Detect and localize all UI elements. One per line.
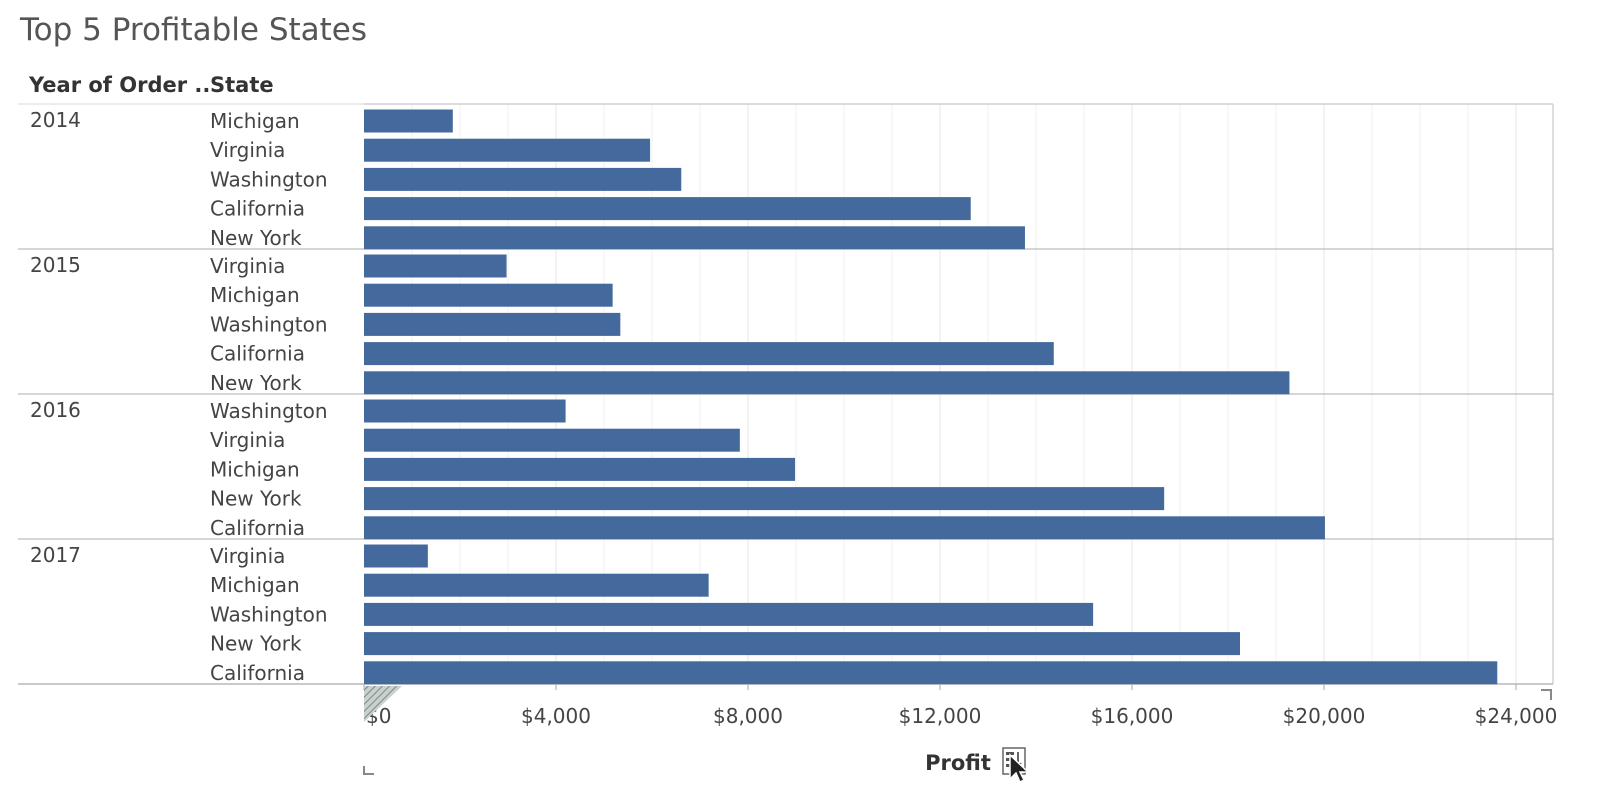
state-label[interactable]: Washington (210, 602, 328, 626)
state-label[interactable]: California (210, 661, 305, 685)
state-label[interactable]: Virginia (210, 138, 285, 162)
bar[interactable] (364, 197, 971, 221)
year-label[interactable]: 2016 (30, 398, 81, 422)
bar[interactable] (364, 342, 1054, 366)
state-label[interactable]: California (210, 516, 305, 540)
bar[interactable] (364, 544, 428, 568)
state-label[interactable]: Virginia (210, 254, 285, 278)
bar[interactable] (364, 312, 621, 336)
bar[interactable] (364, 632, 1240, 656)
x-tick-label: $24,000 (1475, 704, 1558, 728)
state-label[interactable]: Virginia (210, 428, 285, 452)
bar[interactable] (364, 661, 1498, 685)
bar[interactable] (364, 602, 1094, 626)
state-label[interactable]: California (210, 197, 305, 221)
x-tick-label: $4,000 (521, 704, 591, 728)
x-tick-label: $20,000 (1283, 704, 1366, 728)
resize-handle-icon[interactable] (364, 686, 402, 722)
year-label[interactable]: 2017 (30, 543, 81, 567)
row-labels: 2014 Michigan Virginia Washington California… (30, 108, 328, 685)
bar[interactable] (364, 516, 1325, 540)
column-header-year[interactable]: Year of Order .. (29, 73, 211, 97)
state-label[interactable]: Washington (210, 399, 328, 423)
state-label[interactable]: New York (210, 226, 302, 250)
column-header-state[interactable]: State (210, 73, 274, 97)
bar[interactable] (364, 457, 796, 481)
state-label[interactable]: Michigan (210, 457, 300, 481)
state-label[interactable]: Michigan (210, 109, 300, 133)
bar[interactable] (364, 428, 740, 452)
bar[interactable] (364, 254, 507, 278)
chart-title: Top 5 Profitable States (20, 12, 368, 48)
x-axis: $0 $4,000 $8,000 $12,000 $16,000 $20,000 $24,0… (363, 684, 1558, 728)
bars (364, 109, 1498, 685)
state-label[interactable]: Washington (210, 312, 328, 336)
bar[interactable] (364, 573, 709, 597)
year-label[interactable]: 2015 (30, 253, 81, 277)
x-tick-label: $16,000 (1091, 704, 1174, 728)
state-label[interactable]: New York (210, 632, 302, 656)
state-label[interactable]: Virginia (210, 544, 285, 568)
state-label[interactable]: New York (210, 487, 302, 511)
state-label[interactable]: New York (210, 371, 302, 395)
bar[interactable] (364, 109, 453, 133)
year-label[interactable]: 2014 (30, 108, 81, 132)
bar[interactable] (364, 167, 682, 191)
bar[interactable] (364, 371, 1290, 395)
bar[interactable] (364, 226, 1025, 250)
axis-selection-brackets (363, 689, 1552, 775)
bar[interactable] (364, 399, 566, 423)
x-axis-title[interactable]: Profit (925, 751, 991, 775)
state-label[interactable]: Washington (210, 167, 328, 191)
bar[interactable] (364, 138, 651, 162)
state-label[interactable]: Michigan (210, 283, 300, 307)
x-tick-label: $8,000 (713, 704, 783, 728)
bar[interactable] (364, 283, 613, 307)
state-label[interactable]: California (210, 342, 305, 366)
x-tick-label: $12,000 (899, 704, 982, 728)
bar[interactable] (364, 487, 1165, 511)
mouse-pointer-icon (1009, 753, 1030, 784)
state-label[interactable]: Michigan (210, 573, 300, 597)
